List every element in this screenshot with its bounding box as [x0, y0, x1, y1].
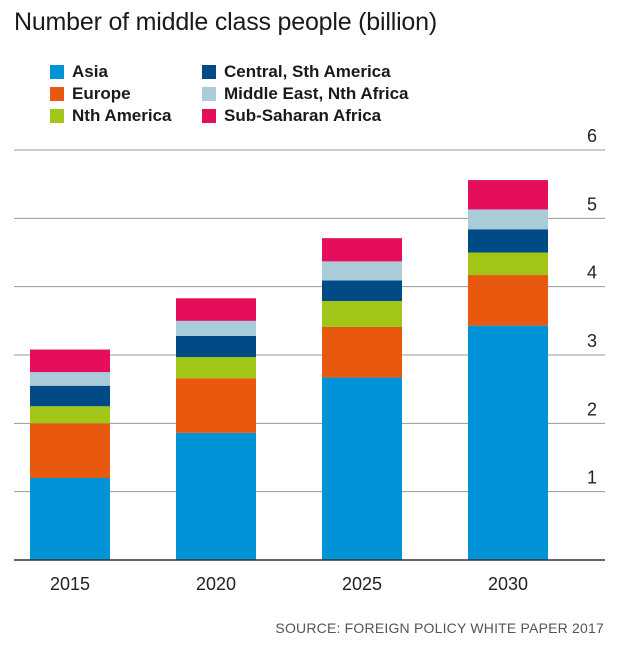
bar-2020-sub-saharan-africa — [176, 298, 256, 321]
bar-2030-sub-saharan-africa — [468, 180, 548, 210]
bar-2025-asia — [322, 377, 402, 560]
bar-2020-middle-east-nth-africa — [176, 320, 256, 336]
y-tick-label-5: 5 — [587, 194, 597, 214]
legend-item-central-sth-america: Central, Sth America — [202, 62, 482, 82]
legend-item-sub-saharan-africa: Sub-Saharan Africa — [202, 106, 482, 126]
bar-2020-asia — [176, 432, 256, 560]
bar-2015-central-sth-america — [30, 385, 110, 407]
chart-title: Number of middle class people (billion) — [14, 8, 437, 36]
bar-2025-middle-east-nth-africa — [322, 261, 402, 281]
legend-swatch-europe — [50, 87, 64, 101]
bar-2025-sub-saharan-africa — [322, 238, 402, 262]
bar-2015-nth-america — [30, 406, 110, 424]
y-tick-label-2: 2 — [587, 399, 597, 419]
legend-item-asia: Asia — [50, 62, 202, 82]
legend-swatch-middle-east-nth-africa — [202, 87, 216, 101]
legend-label-middle-east-nth-africa: Middle East, Nth Africa — [224, 84, 409, 103]
x-tick-label-2020: 2020 — [196, 574, 236, 594]
legend: Asia Central, Sth America Europe Middle … — [50, 62, 490, 126]
x-tick-label-2015: 2015 — [50, 574, 90, 594]
legend-label-central-sth-america: Central, Sth America — [224, 62, 391, 81]
y-tick-label-1: 1 — [587, 468, 597, 488]
legend-item-middle-east-nth-africa: Middle East, Nth Africa — [202, 84, 482, 104]
legend-label-sub-saharan-africa: Sub-Saharan Africa — [224, 106, 382, 125]
x-tick-label-2025: 2025 — [342, 574, 382, 594]
bar-2020-nth-america — [176, 357, 256, 379]
bar-2015-europe — [30, 423, 110, 478]
legend-label-europe: Europe — [72, 84, 131, 103]
bar-2030-central-sth-america — [468, 229, 548, 253]
legend-item-europe: Europe — [50, 84, 202, 104]
legend-label-asia: Asia — [72, 62, 108, 81]
bar-2025-nth-america — [322, 301, 402, 327]
legend-swatch-central-sth-america — [202, 65, 216, 79]
legend-swatch-asia — [50, 65, 64, 79]
bar-2015-middle-east-nth-africa — [30, 372, 110, 386]
bar-2020-central-sth-america — [176, 335, 256, 358]
bar-2030-nth-america — [468, 252, 548, 276]
source-note: SOURCE: FOREIGN POLICY WHITE PAPER 2017 — [275, 620, 604, 636]
bar-2020-europe — [176, 378, 256, 433]
y-tick-label-3: 3 — [587, 331, 597, 351]
legend-label-nth-america: Nth America — [72, 106, 172, 125]
legend-item-nth-america: Nth America — [50, 106, 202, 126]
x-tick-label-2030: 2030 — [488, 574, 528, 594]
bar-2015-sub-saharan-africa — [30, 349, 110, 373]
bar-2025-central-sth-america — [322, 280, 402, 302]
bar-2030-middle-east-nth-africa — [468, 209, 548, 230]
legend-swatch-sub-saharan-africa — [202, 109, 216, 123]
bar-2015-asia — [30, 478, 110, 560]
y-tick-label-6: 6 — [587, 126, 597, 146]
bar-2030-europe — [468, 275, 548, 326]
legend-swatch-nth-america — [50, 109, 64, 123]
y-tick-label-4: 4 — [587, 263, 597, 283]
bar-2025-europe — [322, 326, 402, 378]
bar-2030-asia — [468, 325, 548, 560]
